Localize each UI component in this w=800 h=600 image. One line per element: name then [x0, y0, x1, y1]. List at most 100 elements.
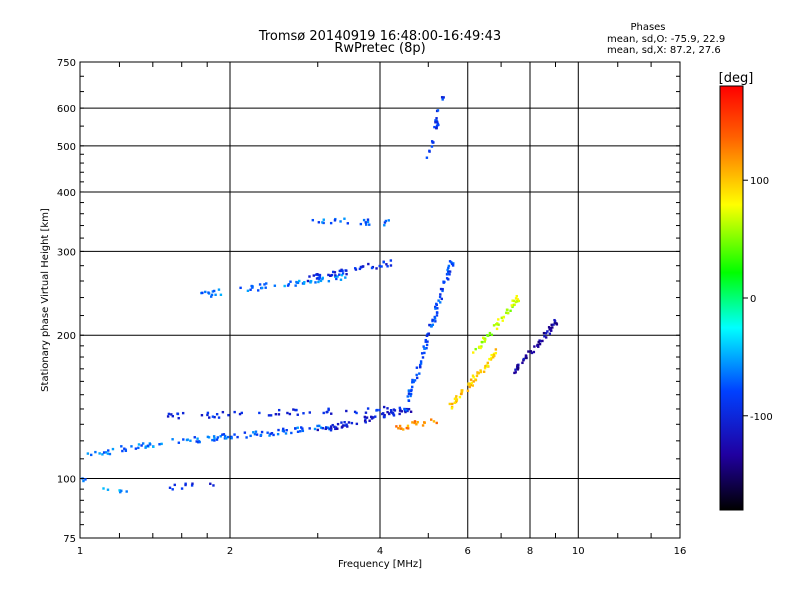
echo-point [505, 308, 509, 311]
echo-point [442, 96, 445, 99]
echo-point [308, 411, 312, 414]
echo-point [441, 287, 444, 291]
echo-point [472, 376, 475, 379]
echo-point [366, 220, 370, 224]
echo-point [201, 291, 204, 295]
echo-point [212, 435, 216, 438]
echo-point [492, 324, 496, 327]
echo-point [479, 369, 482, 372]
echo-point [238, 412, 242, 416]
echo-point [495, 327, 499, 331]
echo-point [460, 390, 463, 394]
echo-point [441, 98, 444, 101]
echo-point [221, 410, 225, 414]
echo-point [316, 424, 319, 428]
echo-point [497, 323, 500, 326]
echo-point [328, 427, 331, 430]
echo-point [111, 447, 115, 451]
echo-point [230, 436, 233, 440]
echo-point [137, 443, 141, 446]
echo-point [516, 300, 519, 303]
echo-point [214, 293, 217, 296]
echo-point [448, 260, 452, 263]
echo-point [346, 425, 349, 428]
echo-point [206, 411, 210, 415]
echo-point [448, 270, 452, 273]
echo-point [329, 425, 333, 428]
echo-point [386, 265, 389, 268]
grid-lines [80, 62, 680, 538]
echo-point [404, 408, 408, 412]
echo-point [382, 261, 385, 264]
y-tick-label: 400 [57, 188, 76, 199]
echo-point [213, 415, 216, 419]
echo-point [512, 299, 516, 303]
echo-point [82, 479, 85, 483]
echo-point [488, 331, 492, 335]
echo-point [424, 340, 427, 343]
echo-point [419, 365, 422, 369]
echo-point [428, 323, 431, 327]
echo-point [269, 432, 272, 436]
echo-point [277, 408, 281, 412]
echo-point [432, 141, 435, 144]
echo-point [254, 430, 258, 433]
echo-point [219, 435, 222, 438]
echo-point [474, 378, 478, 382]
echo-point [326, 426, 330, 429]
echo-point [537, 340, 540, 344]
echo-point [454, 400, 458, 404]
echo-point [334, 427, 337, 431]
echo-point [319, 279, 323, 283]
echo-point [213, 437, 216, 440]
echo-point [101, 453, 104, 456]
echo-point [195, 440, 198, 443]
echo-point [206, 435, 210, 439]
echo-point [424, 338, 427, 342]
echo-point [374, 415, 377, 418]
echo-point [392, 412, 395, 416]
echo-point [106, 488, 110, 491]
echo-point [295, 281, 299, 284]
echo-point [216, 436, 220, 439]
echo-point [210, 295, 213, 298]
echo-point [501, 319, 504, 322]
echo-point [353, 410, 357, 414]
echo-point [258, 411, 261, 415]
echo-point [294, 284, 297, 287]
echo-point [426, 333, 429, 337]
echo-point [382, 412, 385, 415]
echo-point [413, 420, 417, 423]
echo-point [230, 435, 233, 439]
echo-point [447, 266, 450, 270]
echo-point [152, 445, 155, 448]
chart-title: Tromsø 20140919 16:48:00-16:49:43 [258, 29, 501, 44]
echo-point [451, 402, 454, 406]
echo-point [367, 262, 370, 266]
echo-point [395, 425, 398, 428]
echo-point [398, 409, 402, 412]
echo-point [415, 373, 418, 377]
colorbar-label: [deg] [719, 71, 754, 86]
echo-point [308, 275, 311, 278]
echo-point [277, 413, 281, 416]
echo-point [331, 270, 335, 274]
echo-point [475, 374, 479, 378]
y-tick-label: 750 [57, 58, 76, 69]
echo-point [390, 410, 393, 414]
colorbar-tick-label: 0 [750, 294, 756, 305]
echo-point [364, 221, 367, 224]
echo-point [318, 278, 321, 281]
echo-point [171, 414, 175, 418]
echo-point [486, 334, 489, 337]
echo-point [458, 395, 462, 399]
echo-point [430, 324, 433, 328]
echo-point [547, 326, 551, 329]
echo-point [382, 405, 386, 409]
echo-point [495, 323, 498, 326]
echo-point [407, 427, 410, 430]
echo-point [321, 221, 324, 224]
echo-point [406, 424, 410, 428]
echo-point [549, 329, 553, 332]
echo-point [189, 439, 192, 442]
